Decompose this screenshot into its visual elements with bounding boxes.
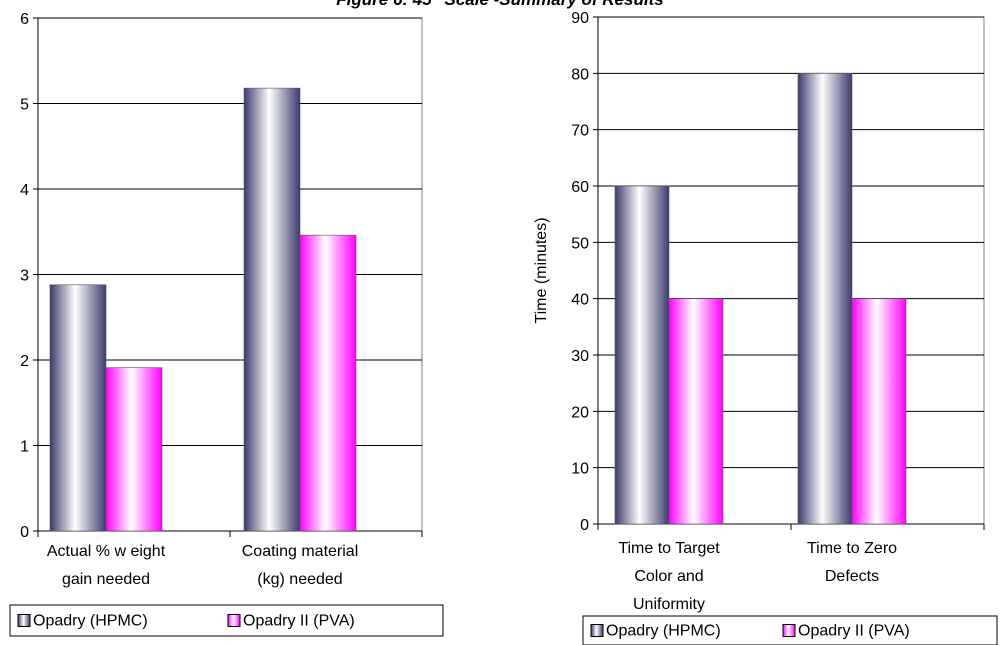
bar-pva bbox=[105, 367, 163, 532]
legend-swatch bbox=[782, 624, 796, 637]
bar-hpmc bbox=[49, 284, 107, 532]
y-tick-label: 50 bbox=[571, 235, 589, 252]
bar-hpmc bbox=[614, 185, 670, 525]
y-tick-label: 0 bbox=[580, 517, 589, 534]
category-label: Coating material bbox=[242, 543, 359, 560]
category-label: Uniformity bbox=[633, 596, 705, 613]
bar-pva bbox=[299, 234, 357, 532]
left-chart: 0 1 2 3 4 5 6 Actual % w eight gain needed Coatin… bbox=[9, 11, 444, 637]
category-label: gain needed bbox=[62, 571, 150, 588]
bar-pva bbox=[668, 298, 724, 525]
y-tick-label: 0 bbox=[20, 524, 29, 541]
y-tick-label: 40 bbox=[571, 292, 589, 309]
y-tick-label: 10 bbox=[571, 461, 589, 478]
legend-label: Opadry (HPMC) bbox=[33, 613, 148, 630]
legend-swatch bbox=[590, 624, 604, 637]
legend-label: Opadry II (PVA) bbox=[243, 613, 355, 630]
category-label: Time to Target bbox=[618, 540, 720, 557]
y-tick-label: 80 bbox=[571, 66, 589, 83]
y-tick-label: 1 bbox=[20, 439, 29, 456]
y-axis-label: Time (minutes) bbox=[533, 217, 550, 323]
right-chart: 0 10 20 30 40 50 60 70 80 90 Time to Target Color a… bbox=[533, 10, 998, 645]
legend-swatch bbox=[227, 614, 241, 627]
legend-label: Opadry (HPMC) bbox=[606, 623, 721, 640]
y-tick-label: 3 bbox=[20, 268, 29, 285]
y-tick-label: 4 bbox=[20, 182, 29, 199]
category-label: Actual % w eight bbox=[47, 543, 166, 560]
bar-pva bbox=[851, 298, 907, 525]
y-tick-label: 20 bbox=[571, 404, 589, 421]
y-tick-label: 30 bbox=[571, 348, 589, 365]
legend-swatch bbox=[17, 614, 31, 627]
category-label: Defects bbox=[825, 568, 879, 585]
y-tick-label: 90 bbox=[571, 10, 589, 27]
category-label: (kg) needed bbox=[257, 571, 342, 588]
legend-box bbox=[9, 604, 444, 637]
bar-hpmc bbox=[797, 73, 853, 525]
y-tick-label: 5 bbox=[20, 97, 29, 114]
figure-title: Figure 6: 45" Scale -Summary of Results bbox=[240, 0, 760, 10]
y-tick-label: 70 bbox=[571, 123, 589, 140]
category-label: Color and bbox=[634, 568, 703, 585]
y-tick-label: 60 bbox=[571, 179, 589, 196]
y-tick-label: 2 bbox=[20, 353, 29, 370]
legend-label: Opadry II (PVA) bbox=[798, 623, 910, 640]
y-tick-label: 6 bbox=[20, 11, 29, 28]
category-label: Time to Zero bbox=[807, 540, 897, 557]
bar-hpmc bbox=[243, 87, 301, 532]
